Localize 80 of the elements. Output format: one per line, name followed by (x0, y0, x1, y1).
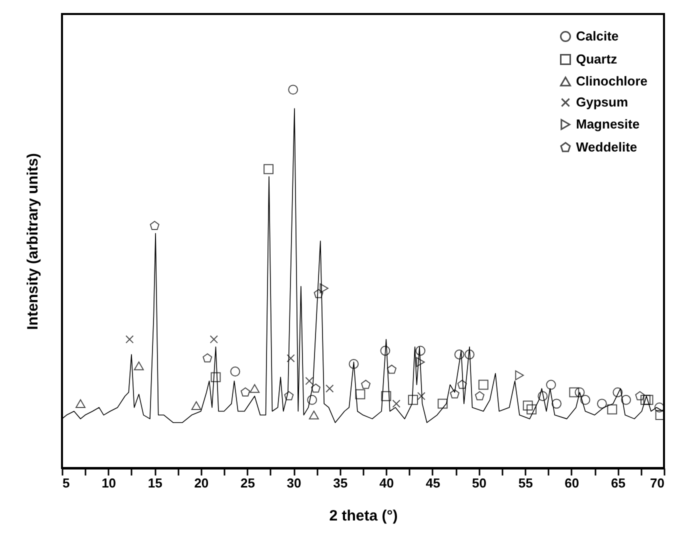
x-axis-title: 2 theta (°) (329, 508, 398, 524)
x-tick-label: 70 (650, 476, 664, 490)
point (380, 346, 390, 356)
point (76, 399, 86, 408)
legend-label: Clinochlore (576, 74, 648, 88)
point (320, 283, 328, 294)
point (311, 384, 321, 393)
point (126, 335, 134, 344)
point (546, 380, 556, 390)
x-tick-label: 40 (379, 476, 394, 490)
x-tick-label: 30 (286, 476, 302, 490)
point (612, 387, 623, 398)
point (392, 400, 400, 408)
point (526, 404, 537, 414)
point (386, 364, 396, 374)
point (464, 350, 474, 360)
point (314, 288, 324, 298)
legend-label: Weddelite (576, 140, 638, 154)
point (569, 387, 580, 398)
point (538, 391, 548, 402)
point (264, 164, 274, 174)
point (415, 346, 426, 356)
point (655, 410, 664, 420)
point (355, 389, 366, 400)
point (361, 380, 371, 389)
x-tick-label: 50 (472, 476, 487, 490)
point (574, 387, 585, 398)
point (240, 387, 250, 396)
point (308, 410, 319, 420)
x-tick-label: 60 (564, 476, 580, 490)
point (478, 380, 488, 390)
legend-label: Magnesite (576, 116, 640, 132)
point (210, 372, 221, 382)
point (635, 391, 645, 400)
x-tick-label: 35 (333, 476, 348, 490)
point (381, 391, 392, 402)
point (580, 394, 590, 405)
point (457, 380, 467, 389)
point (454, 350, 464, 360)
point (552, 398, 562, 409)
point (607, 404, 618, 414)
legend-label: Quartz (576, 52, 618, 66)
x-tick-label: 10 (102, 476, 116, 490)
point (134, 361, 144, 370)
x-tick-label: 20 (194, 476, 209, 490)
point (210, 335, 218, 344)
point (640, 394, 650, 405)
point (654, 402, 664, 412)
x-tick-label: 25 (240, 476, 255, 490)
point (438, 398, 448, 409)
point (416, 357, 425, 368)
x-tick-label: 55 (518, 476, 533, 490)
point (305, 376, 314, 386)
x-tick-label: 45 (426, 476, 440, 490)
legend-label: Gypsum (576, 94, 628, 110)
point (408, 394, 418, 405)
x-tick-label: 65 (610, 476, 626, 490)
point (250, 384, 260, 393)
point (286, 354, 295, 362)
point (191, 401, 202, 410)
point (307, 394, 318, 405)
x-tick-label: 5 (62, 476, 70, 490)
point (202, 353, 212, 362)
x-tick-label: 15 (148, 476, 162, 490)
point (348, 358, 359, 369)
point (417, 392, 426, 400)
point (326, 384, 334, 393)
point (621, 394, 631, 405)
point (474, 391, 484, 400)
point (288, 84, 298, 95)
legend-label: Calcite (576, 28, 619, 44)
point (450, 389, 460, 398)
y-axis-title: Intensity (arbitrary units) (24, 153, 42, 330)
point (643, 394, 654, 405)
point (284, 391, 294, 400)
point (522, 400, 533, 411)
point (596, 398, 607, 409)
point (230, 366, 240, 376)
point (515, 370, 524, 380)
point (150, 220, 160, 230)
